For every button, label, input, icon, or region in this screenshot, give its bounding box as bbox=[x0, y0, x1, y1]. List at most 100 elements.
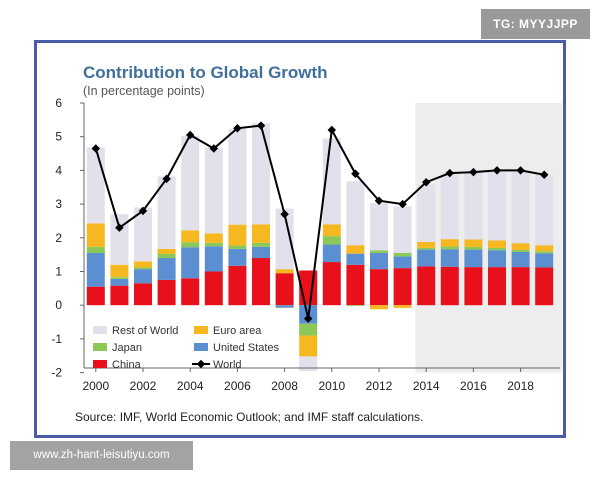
bar-segment bbox=[181, 230, 200, 243]
bar-segment bbox=[86, 286, 105, 306]
bar-segment bbox=[157, 253, 176, 259]
bar-segment bbox=[181, 242, 200, 248]
bar-segment bbox=[417, 184, 436, 242]
world-point bbox=[162, 174, 171, 184]
bar-segment bbox=[488, 240, 506, 248]
world-point bbox=[185, 130, 195, 140]
bar-segment bbox=[86, 246, 105, 253]
bar-segment bbox=[181, 136, 200, 231]
bar-segment bbox=[204, 271, 223, 306]
chart-source: Source: IMF, World Economic Outlook; and… bbox=[75, 410, 424, 424]
bar-segment bbox=[370, 203, 388, 251]
bar-segment bbox=[370, 305, 388, 310]
bar-segment bbox=[252, 258, 270, 306]
bar-segment bbox=[440, 239, 459, 247]
x-tick-label: 2008 bbox=[271, 379, 298, 393]
bar-segment bbox=[511, 251, 530, 268]
bar-segment bbox=[204, 242, 223, 247]
bar-segment bbox=[346, 253, 365, 265]
bar-segment bbox=[440, 246, 459, 250]
bar-segment bbox=[440, 249, 459, 267]
bar-segment bbox=[488, 250, 506, 268]
bar-segment bbox=[134, 261, 152, 268]
bar-segment bbox=[181, 278, 200, 306]
bar-segment bbox=[346, 245, 365, 254]
bar-segment bbox=[464, 172, 483, 240]
legend-swatch bbox=[93, 360, 107, 368]
y-tick-label: -2 bbox=[51, 366, 62, 380]
bar-segment bbox=[110, 285, 129, 306]
bar-segment bbox=[346, 264, 365, 306]
bar-segment bbox=[134, 267, 152, 270]
bar-segment bbox=[440, 266, 459, 306]
legend-swatch bbox=[194, 326, 208, 334]
bar-segment bbox=[299, 356, 318, 371]
world-point bbox=[233, 124, 242, 133]
bar-segment bbox=[299, 323, 318, 336]
world-point bbox=[209, 144, 219, 153]
bar-segment bbox=[157, 176, 176, 249]
bar-segment bbox=[252, 224, 270, 243]
legend-label: United States bbox=[213, 342, 280, 354]
bar-segment bbox=[228, 265, 247, 306]
world-point bbox=[256, 121, 266, 130]
world-point bbox=[91, 144, 101, 153]
watermark-tag: TG: MYYJJPP bbox=[481, 9, 590, 39]
y-tick-label: 3 bbox=[55, 197, 62, 211]
world-point bbox=[280, 209, 289, 219]
legend-swatch bbox=[194, 343, 208, 351]
bar-segment bbox=[157, 248, 176, 254]
bar-segment bbox=[417, 247, 436, 250]
x-tick-label: 2002 bbox=[130, 379, 157, 393]
bar-segment bbox=[228, 224, 247, 246]
bar-segment bbox=[393, 252, 412, 257]
bar-segment bbox=[511, 170, 530, 244]
bar-segment bbox=[511, 243, 530, 250]
bar-segment bbox=[464, 249, 483, 268]
bar-segment bbox=[275, 208, 294, 270]
bar-segment bbox=[134, 283, 152, 306]
bar-segment bbox=[535, 251, 554, 254]
y-tick-label: 5 bbox=[55, 130, 62, 144]
x-tick-label: 2012 bbox=[366, 379, 393, 393]
bar-segment bbox=[228, 248, 247, 266]
bar-segment bbox=[393, 305, 412, 308]
bar-segment bbox=[134, 207, 152, 262]
x-tick-label: 2014 bbox=[413, 379, 440, 393]
x-tick-label: 2000 bbox=[82, 379, 109, 393]
bar-segment bbox=[488, 247, 506, 251]
bar-segment bbox=[204, 233, 223, 243]
bar-segment bbox=[275, 269, 294, 274]
world-point bbox=[516, 166, 525, 175]
chart-title: Contribution to Global Growth bbox=[83, 63, 328, 82]
world-point bbox=[421, 177, 431, 187]
world-point bbox=[138, 206, 148, 216]
bar-segment bbox=[275, 305, 294, 308]
watermark-url: www.zh-hant-leisutiyu.com bbox=[10, 441, 193, 470]
y-tick-label: -1 bbox=[51, 332, 62, 346]
bar-segment bbox=[252, 242, 270, 247]
bar-segment bbox=[440, 172, 459, 240]
legend-swatch-marker bbox=[196, 359, 206, 369]
bar-segment bbox=[464, 267, 483, 306]
bar-segment bbox=[228, 245, 247, 249]
bar-segment bbox=[204, 246, 223, 272]
x-tick-label: 2016 bbox=[460, 379, 487, 393]
legend-swatch bbox=[93, 326, 107, 334]
x-tick-label: 2004 bbox=[177, 379, 204, 393]
bar-segment bbox=[86, 252, 105, 287]
bar-segment bbox=[488, 267, 506, 306]
bar-segment bbox=[370, 252, 388, 270]
bar-segment bbox=[86, 147, 105, 224]
bar-segment bbox=[275, 273, 294, 306]
bar-segment bbox=[134, 269, 152, 284]
bar-segment bbox=[110, 264, 129, 278]
bar-segment bbox=[322, 236, 341, 245]
bar-segment bbox=[322, 224, 341, 237]
bar-segment bbox=[181, 247, 200, 279]
world-point bbox=[492, 166, 502, 175]
bar-segment bbox=[86, 223, 105, 247]
legend-label: China bbox=[112, 359, 142, 371]
bar-segment bbox=[535, 253, 554, 268]
plot-area: 6 5 4 3 2 1 0 -1 -2 2000 2002 2004 2006 2008 2010 2012 2… bbox=[51, 96, 562, 393]
